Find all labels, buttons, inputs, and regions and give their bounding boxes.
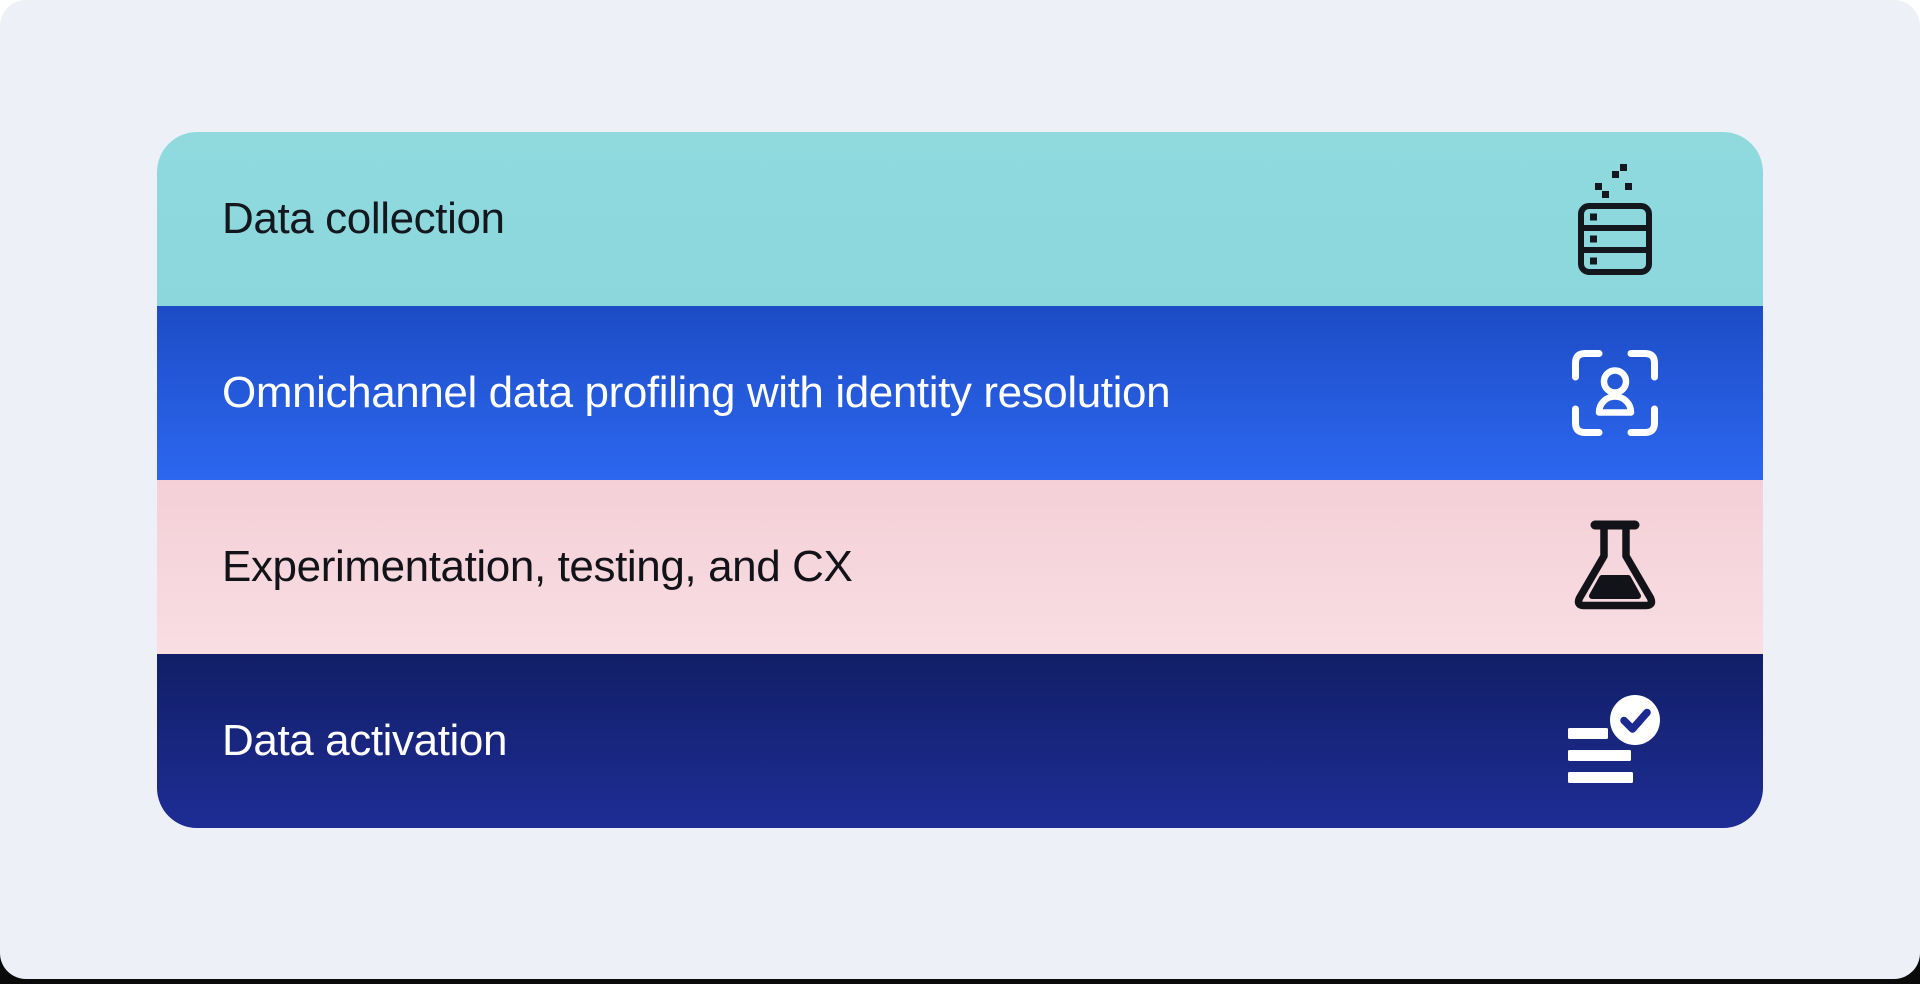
row-label: Experimentation, testing, and CX	[222, 541, 853, 591]
row-label: Omnichannel data profiling with identity…	[222, 367, 1171, 417]
row-label: Data activation	[222, 715, 508, 765]
checklist-check-icon	[1555, 695, 1675, 787]
row-experimentation: Experimentation, testing, and CX	[157, 480, 1763, 654]
capabilities-card: Data collection	[157, 132, 1763, 828]
row-data-collection: Data collection	[157, 132, 1763, 306]
server-stack-sparks-icon	[1555, 162, 1675, 276]
identity-scan-icon	[1555, 350, 1675, 436]
row-label: Data collection	[222, 193, 505, 243]
row-data-activation: Data activation	[157, 654, 1763, 828]
flask-icon	[1555, 519, 1675, 615]
row-omnichannel-profiling: Omnichannel data profiling with identity…	[157, 306, 1763, 480]
